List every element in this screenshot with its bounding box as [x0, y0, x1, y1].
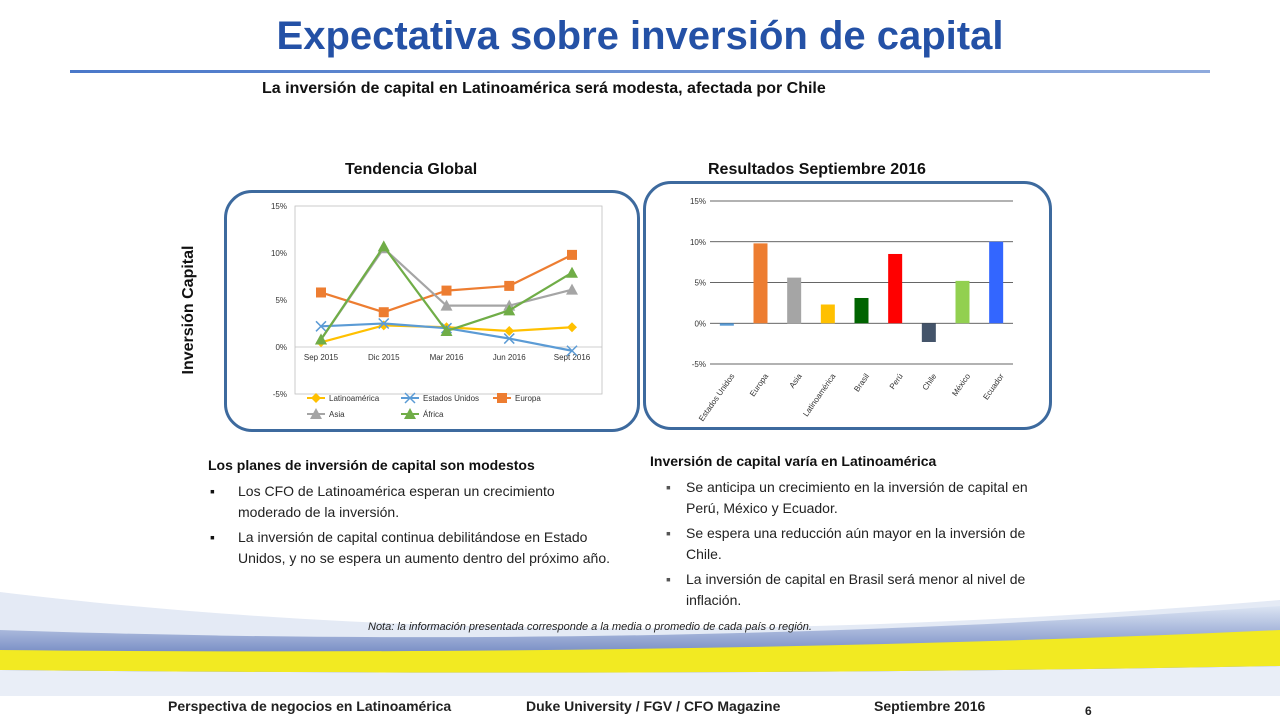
legend-swatch-marker	[311, 393, 321, 403]
slide-title: Expectativa sobre inversión de capital	[276, 14, 1004, 58]
x-tick-label: Asia	[788, 372, 805, 390]
y-tick-label: -5%	[692, 360, 706, 369]
series-point	[566, 345, 578, 357]
right-heading: Inversión de capital varía en Latinoamér…	[650, 453, 937, 469]
x-tick-label: Perú	[888, 372, 905, 391]
x-tick-label: Chile	[921, 372, 939, 393]
legend-swatch-marker	[497, 393, 507, 403]
series-point	[566, 266, 578, 278]
bar-chart: -5% 0% 5% 10% 15% Estados Unidos Europa AsiaLat…	[690, 197, 1013, 423]
right-bullet-list: Se anticipa un crecimiento en la inversi…	[650, 477, 1060, 615]
y-tick-label: 0%	[275, 343, 287, 352]
right-bullet: Se anticipa un crecimiento en la inversi…	[650, 477, 1060, 519]
bar	[753, 243, 768, 324]
x-tick-label: Europa	[748, 372, 770, 399]
bar	[787, 277, 802, 324]
bar	[921, 323, 936, 342]
footnote: Nota: la información presentada correspo…	[368, 621, 812, 633]
series-point	[567, 249, 577, 260]
left-bullet-list: Los CFO de Latinoamérica esperan un crec…	[208, 481, 620, 573]
series-point	[315, 333, 327, 345]
x-tick-label: Mar 2016	[430, 353, 464, 362]
title-underline	[70, 70, 1210, 73]
bar	[820, 304, 835, 324]
bottom-wave-decoration	[0, 592, 1280, 696]
bar	[888, 253, 903, 324]
y-tick-label: 15%	[690, 197, 706, 206]
footer-middle-text: Duke University / FGV / CFO Magazine	[526, 698, 781, 714]
x-tick-label: Dic 2015	[368, 353, 400, 362]
bar	[854, 297, 869, 324]
y-tick-label: 5%	[275, 296, 287, 305]
legend-label: Europa	[515, 394, 541, 403]
x-tick-label: Latinoamérica	[801, 372, 838, 419]
page-number: 6	[1085, 704, 1092, 718]
bar	[719, 323, 734, 326]
x-tick-label: Brasil	[852, 372, 871, 394]
y-tick-label: 10%	[271, 249, 287, 258]
slide-subtitle: La inversión de capital en Latinoamérica…	[262, 80, 826, 97]
x-tick-label: Jun 2016	[493, 353, 526, 362]
y-tick-label: 0%	[694, 319, 706, 328]
legend-label: África	[423, 410, 444, 419]
series-point	[441, 285, 452, 296]
y-tick-label: 5%	[694, 279, 706, 288]
y-tick-label: -5%	[273, 390, 287, 399]
x-tick-label: Sep 2015	[304, 353, 339, 362]
bar	[955, 280, 970, 324]
footer-bar	[0, 696, 1280, 720]
series-point	[378, 320, 389, 331]
x-tick-label: Sept 2016	[554, 353, 591, 362]
line-chart-title: Tendencia Global	[345, 161, 478, 178]
series-point	[377, 240, 390, 252]
x-tick-label: México	[950, 372, 972, 398]
series-point	[316, 287, 326, 298]
series-point	[378, 317, 390, 330]
series-point	[503, 333, 515, 345]
series-point	[503, 304, 516, 316]
series-point	[440, 325, 453, 337]
bar	[989, 241, 1004, 324]
series-point	[440, 299, 453, 311]
line-chart-frame: -5% 0% 5% 10% 15% Sep 2015 Dic 2015 Mar 2016 Jun…	[224, 190, 640, 432]
legend-label: Asia	[329, 410, 345, 419]
series-point	[504, 326, 515, 337]
legend-swatch-marker	[404, 408, 416, 419]
left-heading: Los planes de inversión de capital son m…	[208, 457, 535, 473]
right-bullet: Se espera una reducción aún mayor en la …	[650, 523, 1060, 565]
legend-swatch-marker	[310, 408, 322, 419]
left-bullet: La inversión de capital continua debilit…	[208, 527, 620, 569]
series-point	[378, 307, 389, 318]
bar-chart-title: Resultados Septiembre 2016	[708, 161, 926, 178]
series-point	[566, 283, 578, 295]
left-bullet: Los CFO de Latinoamérica esperan un crec…	[208, 481, 620, 523]
bar-chart-frame: -5% 0% 5% 10% 15% Estados Unidos Europa Asia Lat…	[643, 181, 1052, 430]
series-point	[504, 280, 515, 291]
x-tick-label: Ecuador	[981, 372, 1006, 402]
plot-area-border	[294, 205, 603, 395]
side-axis-label-text: Inversión Capital	[180, 245, 197, 375]
footer-right-text: Septiembre 2016	[874, 698, 986, 714]
series-point	[567, 322, 577, 333]
legend-label: Latinoamérica	[329, 394, 380, 403]
x-tick-label: Estados Unidos	[697, 372, 737, 423]
legend-label: Estados Unidos	[423, 394, 479, 403]
series-point	[315, 320, 327, 332]
footer-left-text: Perspectiva de negocios en Latinoamérica	[168, 698, 452, 714]
y-tick-label: 10%	[690, 238, 706, 247]
y-tick-label: 15%	[271, 202, 287, 211]
right-bullet: La inversión de capital en Brasil será m…	[650, 569, 1060, 611]
line-chart: -5% 0% 5% 10% 15% Sep 2015 Dic 2015 Mar 2016 Jun…	[271, 202, 603, 419]
legend-swatch-marker	[404, 392, 416, 404]
